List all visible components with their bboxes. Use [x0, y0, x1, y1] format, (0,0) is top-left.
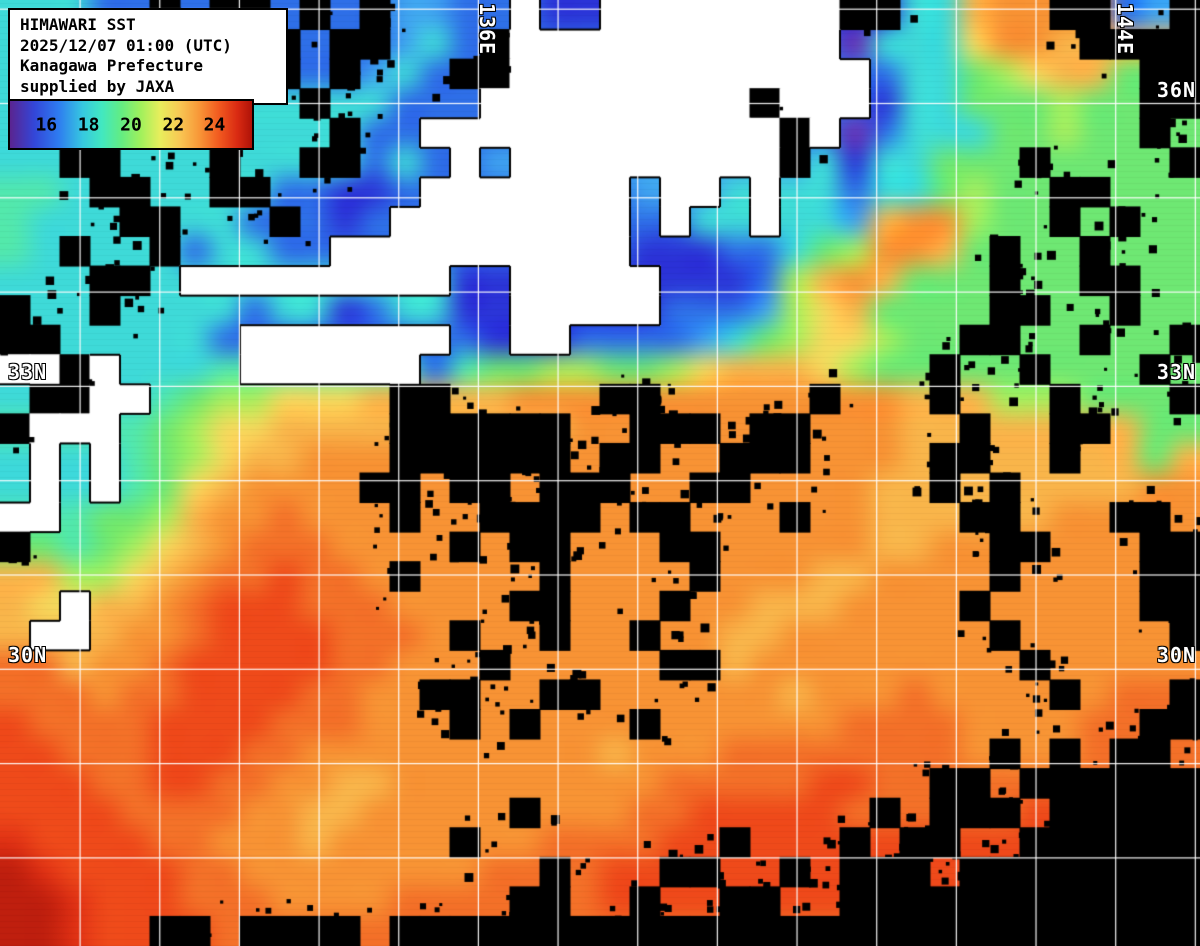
colorbar-tick: 22 [162, 114, 185, 135]
legend-title-box: HIMAWARI SST 2025/12/07 01:00 (UTC) Kana… [8, 8, 288, 105]
latitude-label: 36N [1156, 78, 1196, 102]
latitude-label: 30N [1156, 643, 1196, 667]
longitude-label: 136E [475, 3, 499, 56]
map-source: supplied by JAXA [20, 76, 175, 96]
latitude-label: 30N [8, 643, 48, 667]
latitude-label: 33N [8, 360, 48, 384]
colorbar-tick: 18 [77, 114, 100, 135]
map-timestamp: 2025/12/07 01:00 (UTC) [20, 35, 232, 55]
latitude-label: 33N [1156, 360, 1196, 384]
map-region: Kanagawa Prefecture [20, 56, 204, 75]
colorbar-tick: 24 [203, 114, 226, 135]
colorbar-tick: 20 [120, 114, 142, 135]
colorbar-tick: 16 [35, 114, 58, 135]
map-title: HIMAWARI SST [20, 15, 136, 34]
temperature-colorbar: 16 18 20 22 24 [8, 99, 254, 150]
longitude-label: 144E [1113, 3, 1137, 56]
